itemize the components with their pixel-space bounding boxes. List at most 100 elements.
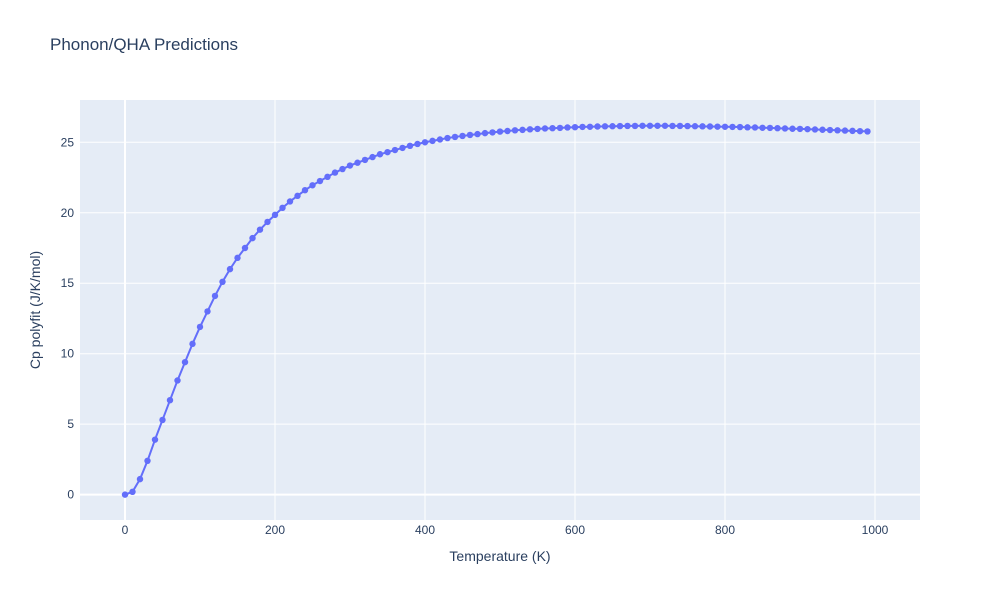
data-point [219,278,226,286]
plot-area [80,100,920,520]
data-point [826,126,834,134]
data-point [286,198,294,205]
data-point [151,436,159,443]
data-point [781,125,789,132]
data-point [751,124,759,131]
data-point [421,139,429,146]
data-point [301,187,309,194]
data-point [346,162,354,169]
data-point [399,144,406,152]
data-point [309,182,316,189]
data-point [841,127,849,134]
data-point [811,126,819,133]
data-point [226,265,234,273]
series-line [124,124,868,496]
data-point [129,488,136,496]
y-tick-label: 15 [61,276,75,290]
data-point [511,127,519,134]
data-point [144,457,151,465]
data-point [121,491,129,498]
data-point [196,323,204,331]
data-point [204,308,211,315]
y-tick-label: 20 [61,206,75,220]
x-tick-label: 400 [415,523,435,537]
data-point [339,165,346,173]
data-point [406,142,414,150]
data-point [856,127,864,135]
data-point [571,124,579,131]
data-point [631,122,639,130]
data-point [174,377,181,384]
data-point [541,125,549,132]
data-point [249,234,256,242]
data-point [234,254,241,262]
data-point [159,416,166,424]
data-point [361,156,369,164]
data-point [526,126,534,133]
y-tick-label: 25 [61,135,75,149]
data-point [744,124,751,131]
y-tick-label: 0 [67,488,74,502]
data-point [384,148,391,156]
y-axis-title: Cp polyfit (J/K/mol) [27,251,43,369]
data-point [729,123,736,131]
data-point [189,340,196,348]
y-tick-label: 5 [67,417,74,431]
tick-labels: 0 200 400 600 800 1000 0 5 10 15 20 25 [61,135,889,537]
data-point [549,124,556,132]
data-point [504,127,511,135]
data-point [436,136,444,143]
data-point [271,211,279,219]
data-point [699,123,706,130]
data-point [474,130,481,138]
data-point [316,177,324,185]
data-point [661,122,669,129]
data-point [331,169,339,176]
data-point [676,122,684,130]
data-point [429,137,436,145]
data-point [481,129,489,137]
data-point [706,123,714,130]
data-point [691,123,699,130]
data-point [459,132,466,140]
chart-title: Phonon/QHA Predictions [50,35,238,54]
data-point [391,146,399,154]
data-point [639,122,646,129]
x-axis-title: Temperature (K) [449,548,550,564]
data-point [264,218,271,226]
data-point [804,125,811,133]
grid [80,100,920,520]
data-point [669,122,676,130]
data-point [819,126,826,133]
data-point [444,134,451,142]
data-point [684,122,691,130]
data-point [534,125,541,133]
data-point [211,292,219,300]
data-point [324,173,331,181]
data-point [759,124,766,131]
data-point [579,123,586,131]
x-tick-label: 200 [265,523,285,537]
data-point [451,133,459,141]
x-tick-label: 800 [715,523,735,537]
data-point [181,358,189,366]
data-point [166,397,174,404]
data-point [564,124,571,131]
data-point [834,127,841,134]
data-point [586,123,594,130]
x-tick-label: 600 [565,523,585,537]
series-layer [121,122,871,498]
data-point [256,226,264,233]
data-point [594,123,601,130]
data-point [789,125,796,132]
y-tick-label: 10 [61,347,75,361]
data-point [796,125,804,133]
data-point [489,129,496,136]
data-point [376,151,384,158]
data-point [279,204,286,212]
data-point [766,124,774,132]
data-point [369,153,376,161]
data-point [241,244,249,252]
data-point [736,123,744,131]
